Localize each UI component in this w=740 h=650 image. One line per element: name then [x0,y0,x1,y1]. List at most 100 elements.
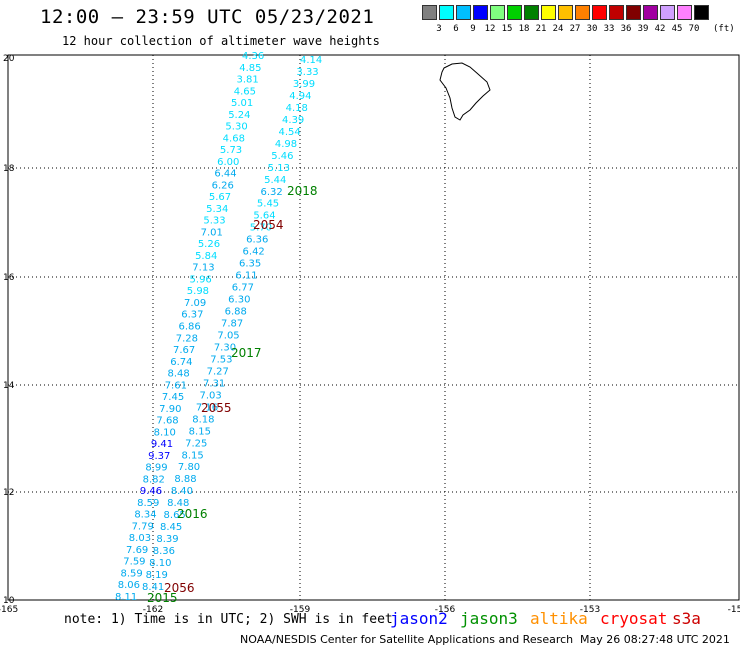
track-a-wave-height: 8.06 [118,580,140,591]
track-a-wave-height: 7.13 [192,263,214,274]
track-a-wave-height: 7.79 [132,521,154,532]
colorbar-label: 45 [671,24,683,34]
track-a-wave-height: 8.34 [134,510,156,521]
track-a-wave-height: 6.00 [217,157,239,168]
track-a-wave-height: 7.67 [173,345,195,356]
track-b-wave-height: 7.30 [214,342,236,353]
lat-tick-label: 18 [3,164,15,174]
track-a-wave-height: 5.26 [198,239,220,250]
track-a-wave-height: 6.44 [214,169,236,180]
track-a-wave-height: 7.45 [162,392,184,403]
generated-timestamp: May 26 08:27:48 UTC 2021 [580,633,730,646]
track-a-wave-height: 5.98 [187,286,209,297]
colorbar-label: 42 [654,24,666,34]
track-a-wave-height: 8.03 [129,533,151,544]
lat-tick-label: 12 [3,488,14,498]
track-b-wave-height: 6.11 [235,271,257,282]
track-a-wave-height: 7.61 [165,380,187,391]
colorbar-swatch [439,5,454,20]
lon-tick-label: -159 [290,605,311,615]
track-b-wave-height: 8.65 [164,510,186,521]
page-subtitle: 12 hour collection of altimeter wave hei… [62,34,380,48]
track-b-wave-height: 4.54 [278,127,300,138]
track-b-wave-height: 5.64 [253,211,275,222]
track-a-wave-height: 6.26 [212,180,234,191]
track-a-wave-height: 4.65 [234,86,256,97]
lon-tick-label: -165 [0,605,18,615]
track-a-wave-height: 5.24 [228,110,250,121]
track-b-wave-height: 6.42 [243,247,265,258]
track-a-wave-height: 5.67 [209,192,231,203]
track-b-wave-height: 6.88 [225,307,247,318]
colorbar-swatch [524,5,539,20]
colorbar-swatch [456,5,471,20]
track-a-wave-height: 7.09 [184,298,206,309]
track-a-wave-height: 7.68 [156,416,178,427]
lat-tick-label: 16 [3,273,15,283]
lat-tick-label: 20 [3,54,15,64]
track-a-wave-height: 9.46 [140,486,162,497]
track-a-wave-height: 5.96 [190,274,212,285]
colorbar-swatch [643,5,658,20]
track-b-wave-height: 8.19 [146,570,168,581]
track-a-wave-height: 6.86 [179,322,201,333]
legend-jason3: jason3 [460,609,518,628]
lon-tick-label: -153 [580,605,600,615]
track-b-wave-height: 8.15 [182,450,204,461]
colorbar-swatch [609,5,624,20]
colorbar-swatch [592,5,607,20]
colorbar-label: 36 [620,24,632,34]
track-b-wave-height: 5.13 [268,163,290,174]
track-b-wave-height: 7.03 [199,390,221,401]
track-a-wave-height: 5.33 [203,216,225,227]
track-b-wave-height: 3.99 [293,79,315,90]
track-b-wave-height: 8.10 [149,558,171,569]
colorbar-swatch [677,5,692,20]
track-a-wave-height: 5.30 [225,122,247,133]
track-a-wave-height: 7.90 [159,404,181,415]
page-title: 12:00 – 23:59 UTC 05/23/2021 [40,6,375,28]
track-b-wave-height: 4.98 [275,139,297,150]
track-a-wave-height: 5.01 [231,98,253,109]
colorbar-label: 12 [484,24,496,34]
track-b-wave-height: 5.46 [271,151,293,162]
lon-tick-label: -15 [728,605,740,615]
lat-tick-label: 10 [3,596,15,606]
track-a-wave-height: 5.84 [195,251,217,262]
track-a-wave-height: 8.59 [121,568,143,579]
colorbar-swatch [660,5,675,20]
track-a-wave-height: 9.41 [151,439,173,450]
track-b-wave-height: 8.41 [142,582,164,593]
colorbar-label: 6 [453,24,459,34]
colorbar-swatch [422,5,437,20]
track-b-wave-height: 8.88 [174,474,196,485]
track-a-wave-height: 3.81 [236,75,258,86]
track-b-wave-height: 3.33 [296,67,318,78]
colorbar-swatch [507,5,522,20]
track-b-wave-height: 5.70 [250,223,272,234]
track-a-wave-height: 8.11 [115,592,137,603]
track-b-wave-height: 7.87 [221,319,243,330]
hawaii-island-outline [439,62,491,121]
track-b-wave-height: 6.77 [232,283,254,294]
legend-cryosat: cryosat [600,609,668,628]
lon-tick-label: -156 [435,605,456,615]
colorbar-label: 39 [637,24,649,34]
track-b-wave-height: 7.27 [207,366,229,377]
track-b-wave-height: 8.15 [189,426,211,437]
legend-altika: altika [530,609,588,628]
colorbar-label: 70 [688,24,700,34]
track-b-wave-height: 8.48 [167,498,189,509]
track-b-wave-height: 4.94 [289,91,311,102]
colorbar-swatch [626,5,641,20]
colorbar-swatch [558,5,573,20]
track-b-wave-height: 6.30 [228,295,250,306]
track-a-wave-height: 9.37 [148,451,170,462]
lon-tick-label: -162 [143,605,163,615]
track-b-wave-height: 6.36 [246,235,268,246]
track-b-wave-height: 5.45 [257,199,279,210]
track-a-wave-height: 8.99 [145,463,167,474]
lat-tick-label: 14 [3,381,15,391]
track-a-wave-height: 8.82 [143,474,165,485]
